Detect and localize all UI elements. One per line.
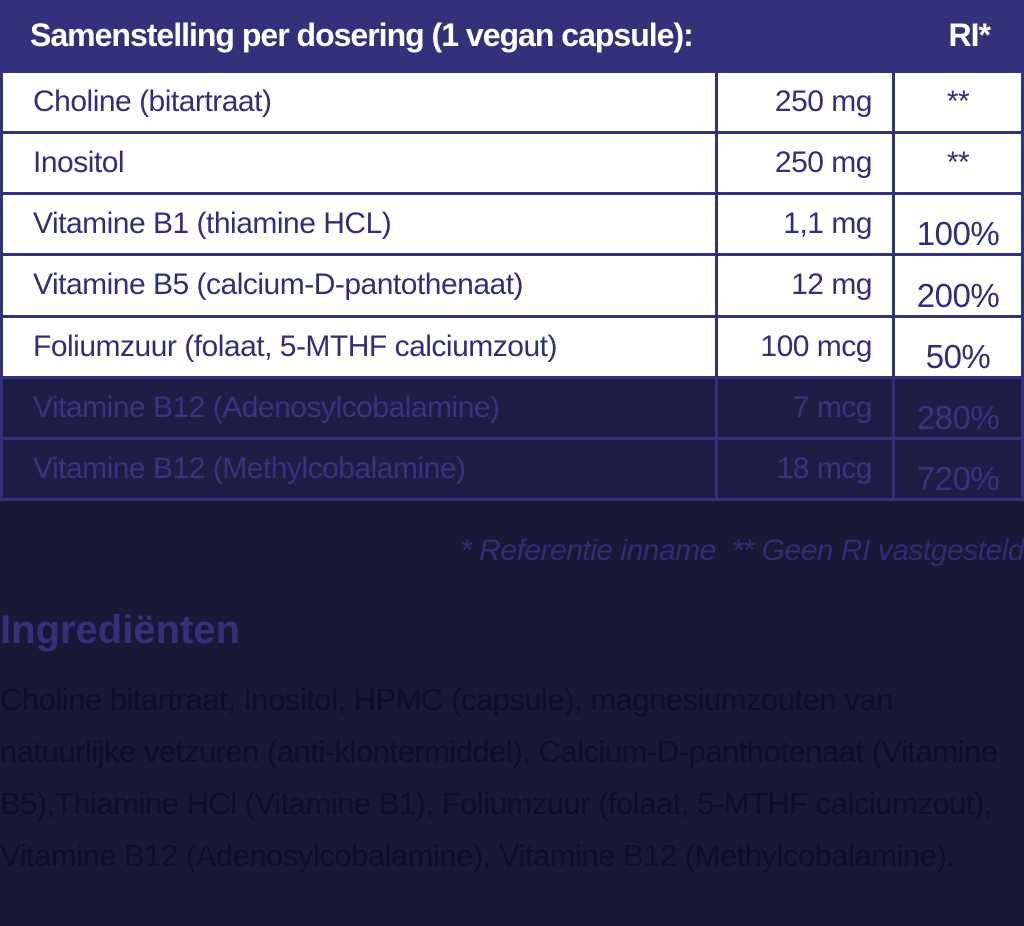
- amount-cell: 12 mg: [715, 256, 892, 315]
- composition-table: Choline (bitartraat) 250 mg ** Inositol …: [0, 70, 1024, 501]
- ingredient-name-cell: Foliumzuur (folaat, 5-MTHF calciumzout): [33, 329, 557, 363]
- amount-cell: 1,1 mg: [715, 195, 892, 254]
- table-row: Vitamine B5 (calcium-D-pantothenaat) 12 …: [3, 253, 1021, 315]
- amount-cell: 250 mg: [715, 73, 892, 132]
- table-row-highlighted: Vitamine B12 (Adenosylcobalamine) 7 mcg …: [3, 375, 1021, 437]
- ri-value-cell: **: [892, 73, 1021, 132]
- table-header: Samenstelling per dosering (1 vegan caps…: [0, 0, 1024, 70]
- ingredient-name-cell: Vitamine B12 (Adenosylcobalamine): [33, 390, 500, 424]
- ri-value-cell: 280%: [892, 378, 1021, 437]
- ingredient-name-cell: Choline (bitartraat): [33, 85, 272, 119]
- ingredients-heading: Ingrediënten: [0, 608, 241, 652]
- table-title: Samenstelling per dosering (1 vegan caps…: [30, 16, 694, 53]
- table-row: Foliumzuur (folaat, 5-MTHF calciumzout) …: [3, 314, 1021, 376]
- ri-column-label: RI*: [948, 16, 991, 53]
- ingredient-name-cell: Inositol: [33, 146, 125, 180]
- amount-cell: 250 mg: [715, 134, 892, 193]
- ingredient-name-cell: Vitamine B5 (calcium-D-pantothenaat): [33, 268, 524, 302]
- ri-value-cell: **: [892, 134, 1021, 193]
- amount-cell: 100 mcg: [715, 317, 892, 376]
- table-row-highlighted: Vitamine B12 (Methylcobalamine) 18 mcg 7…: [3, 436, 1021, 498]
- ingredient-name-cell: Vitamine B1 (thiamine HCL): [33, 207, 392, 241]
- amount-cell: 7 mcg: [715, 378, 892, 437]
- table-row: Vitamine B1 (thiamine HCL) 1,1 mg 100%: [3, 192, 1021, 254]
- ri-value-cell: 720%: [892, 439, 1021, 498]
- ingredients-text: Choline bitartraat, Inositol, HPMC (caps…: [0, 682, 998, 873]
- ri-value-cell: 200%: [892, 256, 1021, 315]
- table-row: Inositol 250 mg **: [3, 131, 1021, 193]
- reference-intake-footnote: * Referentie inname ** Geen RI vastgeste…: [460, 534, 1024, 567]
- amount-cell: 18 mcg: [715, 439, 892, 498]
- table-row: Choline (bitartraat) 250 mg **: [3, 73, 1021, 132]
- ri-value-cell: 100%: [892, 195, 1021, 254]
- ingredient-name-cell: Vitamine B12 (Methylcobalamine): [33, 451, 466, 485]
- ri-value-cell: 50%: [892, 317, 1021, 376]
